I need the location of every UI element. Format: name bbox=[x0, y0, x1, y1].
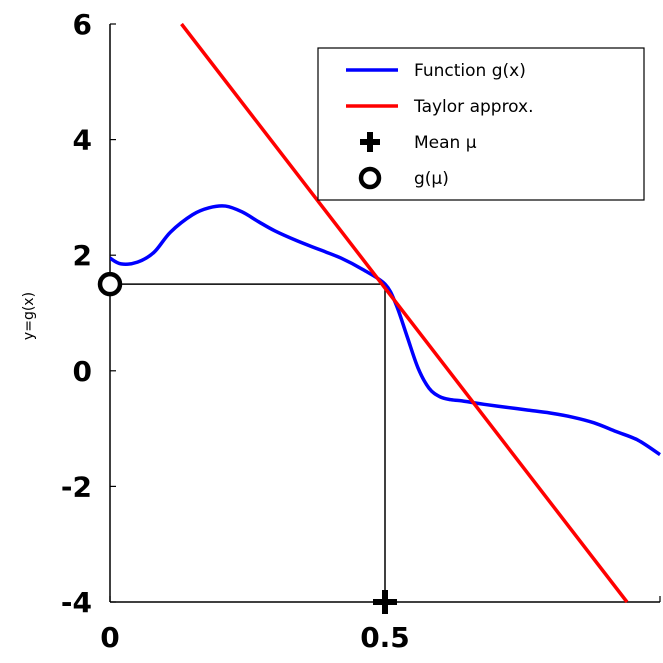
y-tick-label: 2 bbox=[73, 239, 92, 272]
legend-label: Function g(x) bbox=[414, 61, 526, 81]
plot-series bbox=[97, 22, 661, 614]
legend-label: Taylor approx. bbox=[413, 97, 534, 117]
y-axis-label: y=g(x) bbox=[21, 292, 37, 340]
y-tick-label: 0 bbox=[73, 355, 92, 388]
x-tick-label: 0.5 bbox=[360, 621, 410, 654]
y-tick-label: 6 bbox=[73, 8, 92, 41]
legend: Function g(x) Taylor approx. Mean μ g(μ) bbox=[317, 47, 645, 201]
x-tick-label: 0 bbox=[100, 621, 119, 654]
legend-label: g(μ) bbox=[414, 169, 449, 189]
legend-label: Mean μ bbox=[414, 133, 477, 153]
y-tick-label: -2 bbox=[61, 470, 92, 503]
mean-marker bbox=[373, 590, 397, 614]
legend-swatch-circle bbox=[358, 166, 382, 190]
y-tick-label: 4 bbox=[73, 124, 92, 157]
y-tick-label: -4 bbox=[61, 586, 92, 619]
g-mu-marker bbox=[97, 271, 123, 297]
series-line-taylor-approx- bbox=[180, 22, 629, 604]
x-tick-label: 1 bbox=[660, 621, 663, 654]
guide-lines bbox=[110, 283, 386, 602]
tick-labels: -4 -2 0 2 4 6 0 0.5 1 bbox=[61, 8, 663, 654]
